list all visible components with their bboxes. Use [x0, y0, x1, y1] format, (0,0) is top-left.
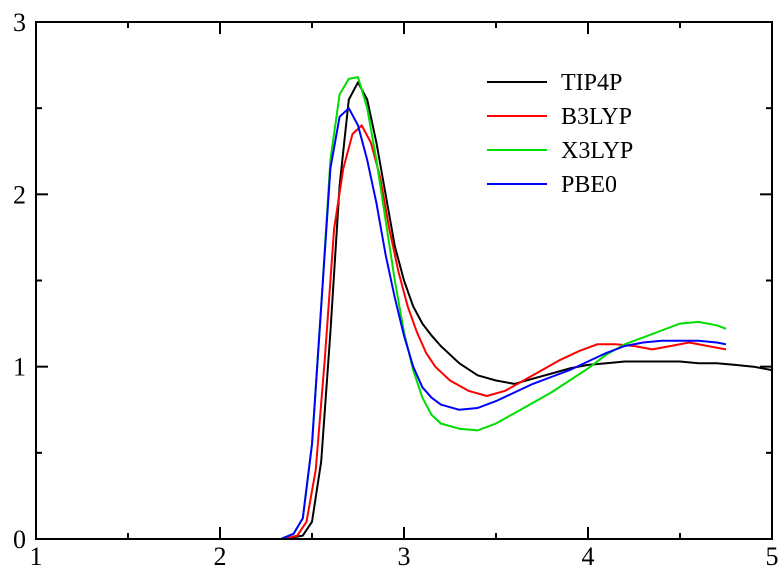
x-tick-label: 2 — [214, 542, 227, 569]
legend-label-x3lyp: X3LYP — [561, 138, 633, 164]
y-tick-label: 3 — [13, 8, 26, 37]
legend-label-pbe0: PBE0 — [561, 172, 617, 198]
y-tick-label: 1 — [13, 353, 26, 382]
legend-label-tip4p: TIP4P — [561, 70, 622, 96]
x-tick-label: 3 — [398, 542, 411, 569]
y-tick-label: 2 — [13, 180, 26, 209]
x-tick-label: 1 — [30, 542, 43, 569]
legend: TIP4P B3LYP X3LYP PBE0 — [487, 70, 633, 198]
series-layer — [36, 76, 773, 540]
x-tick-label: 4 — [582, 542, 595, 569]
x-tick-label: 5 — [766, 542, 779, 569]
y-tick-label: 0 — [13, 525, 26, 554]
series-line-tip4p — [36, 81, 773, 540]
series-line-pbe0 — [36, 107, 727, 540]
legend-label-b3lyp: B3LYP — [561, 104, 632, 130]
